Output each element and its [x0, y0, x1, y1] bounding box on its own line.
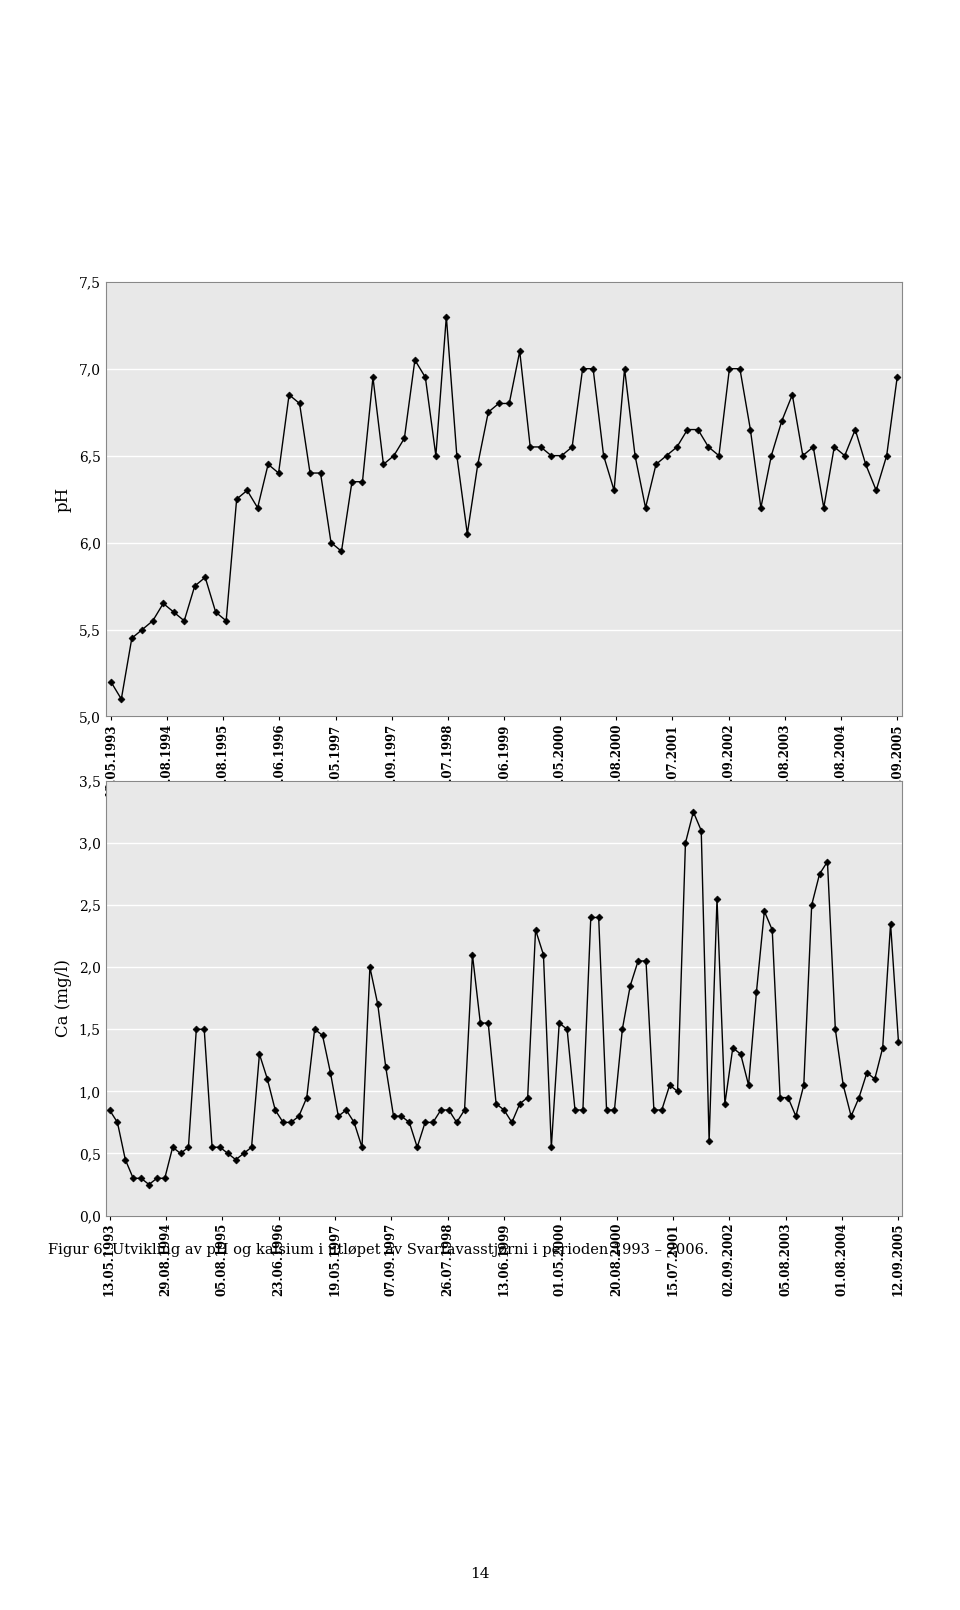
- Y-axis label: pH: pH: [55, 486, 72, 512]
- Text: 14: 14: [470, 1567, 490, 1581]
- Y-axis label: Ca (mg/l): Ca (mg/l): [55, 960, 72, 1037]
- Text: Figur 6. Utvikling av pH og kalsium i utløpet av Svartavasstjørni i perioden 199: Figur 6. Utvikling av pH og kalsium i ut…: [48, 1243, 708, 1257]
